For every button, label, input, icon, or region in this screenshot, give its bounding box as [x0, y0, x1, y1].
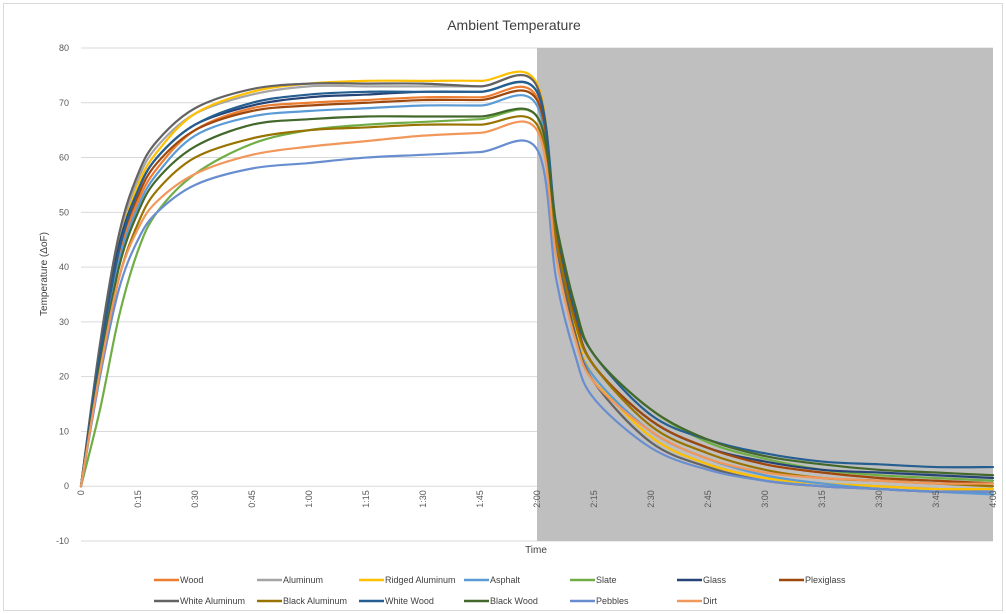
- y-tick-label: 30: [59, 317, 69, 327]
- series-line-plexiglass: [79, 89, 995, 488]
- legend: Wood Aluminum Ridged Aluminum Asphalt Slate G…: [154, 575, 846, 606]
- y-tick-label: -10: [56, 536, 69, 546]
- series-line-white-wood: [79, 80, 995, 488]
- x-tick-label: 2:45: [703, 490, 713, 508]
- y-tick-label: 60: [59, 153, 69, 163]
- series-line-dirt: [79, 120, 995, 488]
- legend-label-dirt: Dirt: [703, 596, 717, 606]
- series-line-asphalt: [79, 94, 995, 496]
- y-tick-label: 40: [59, 262, 69, 272]
- y-tick-label: 50: [59, 207, 69, 217]
- series-line-black-wood: [79, 107, 995, 488]
- x-tick-label: 1:00: [304, 490, 314, 508]
- legend-label-ridged-aluminum: Ridged Aluminum: [385, 575, 456, 585]
- legend-label-white-wood: White Wood: [385, 596, 434, 606]
- x-tick-label: 3:30: [874, 490, 884, 508]
- x-tick-label: 2:30: [646, 490, 656, 508]
- y-tick-labels: -10 0 10 20 30 40 50 60 70 80: [56, 43, 69, 546]
- legend-label-plexiglass: Plexiglass: [805, 575, 846, 585]
- chart-title: Ambient Temperature: [447, 17, 581, 33]
- x-axis-title: Time: [525, 545, 547, 556]
- x-tick-labels: 0 0:15 0:30 0:45 1:00 1:15 1:30 1:45 2:00 2:15 2:3…: [76, 490, 998, 508]
- y-tick-label: 70: [59, 98, 69, 108]
- legend-label-black-aluminum: Black Aluminum: [283, 596, 347, 606]
- legend-label-pebbles: Pebbles: [596, 596, 629, 606]
- y-tick-label: 10: [59, 426, 69, 436]
- legend-label-asphalt: Asphalt: [490, 575, 521, 585]
- x-tick-label: 2:15: [589, 490, 599, 508]
- legend-label-aluminum: Aluminum: [283, 575, 323, 585]
- chart-frame: -10 0 10 20 30 40 50 60 70 80 0 0:15 0:30 0:45 1:00 1:…: [3, 3, 1003, 611]
- chart-svg: -10 0 10 20 30 40 50 60 70 80 0 0:15 0:30 0:45 1:00 1:…: [39, 17, 998, 606]
- series-line-ridged-aluminum: [79, 70, 995, 491]
- legend-label-black-wood: Black Wood: [490, 596, 538, 606]
- series-line-pebbles: [79, 139, 995, 494]
- series-lines: [79, 70, 995, 496]
- x-tick-label: 0: [76, 490, 86, 495]
- x-tick-label: 3:45: [931, 490, 941, 508]
- series-line-black-aluminum: [79, 115, 995, 488]
- x-tick-label: 1:45: [475, 490, 485, 508]
- legend-label-glass: Glass: [703, 575, 727, 585]
- y-tick-label: 0: [64, 481, 69, 491]
- y-tick-label: 80: [59, 43, 69, 53]
- x-tick-label: 0:45: [247, 490, 257, 508]
- y-tick-label: 20: [59, 372, 69, 382]
- y-axis-title: Temperature (ΔoF): [39, 232, 50, 316]
- legend-label-white-aluminum: White Aluminum: [180, 596, 245, 606]
- x-tick-label: 1:15: [361, 490, 371, 508]
- legend-label-slate: Slate: [596, 575, 617, 585]
- x-tick-label: 3:00: [760, 490, 770, 508]
- legend-label-wood: Wood: [180, 575, 203, 585]
- x-tick-label: 2:00: [532, 490, 542, 508]
- x-tick-label: 4:00: [988, 490, 998, 508]
- x-tick-label: 1:30: [418, 490, 428, 508]
- x-tick-label: 3:15: [817, 490, 827, 508]
- x-tick-label: 0:15: [133, 490, 143, 508]
- x-tick-label: 0:30: [190, 490, 200, 508]
